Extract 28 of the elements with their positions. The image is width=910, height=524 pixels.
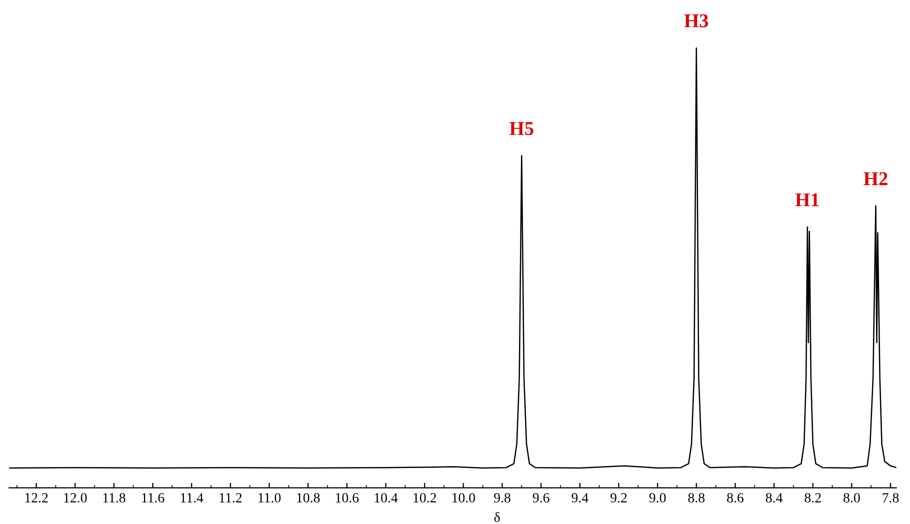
x-tick-label: 9.6 [532, 493, 550, 503]
x-tick-label: 8.2 [804, 493, 821, 503]
x-tick-label: 11.4 [180, 493, 204, 503]
annotation: H2 [864, 172, 888, 186]
x-tick-label: 10.0 [452, 493, 476, 503]
x-tick-label: 11.8 [103, 493, 126, 503]
x-tick-label: 8.6 [727, 493, 744, 503]
x-tick-label: 9.2 [610, 493, 627, 503]
x-tick-label: 12.2 [25, 493, 48, 503]
x-tick-label: 11.2 [220, 493, 242, 503]
x-tick-label: 9.4 [572, 493, 588, 503]
annotation: H1 [795, 193, 819, 206]
x-tick-label: 11.0 [258, 493, 281, 503]
x-tick-label: 9.0 [649, 493, 666, 503]
x-tick-label: 7.8 [882, 493, 899, 503]
x-tick-label: 9.8 [494, 493, 510, 503]
x-axis-title: δ [494, 512, 500, 522]
x-tick-label: 12.0 [64, 493, 87, 503]
x-tick-label: 8.4 [766, 493, 782, 503]
x-tick-label: 10.6 [336, 493, 359, 503]
x-tick-label: 8.8 [688, 493, 705, 503]
annotation: H5 [510, 122, 534, 136]
x-tick-label: 10.4 [374, 493, 398, 503]
x-tick-label: 11.6 [142, 493, 164, 503]
x-tick-label: 8.0 [844, 493, 860, 503]
x-tick-label: 10.8 [297, 493, 320, 503]
annotation: H3 [684, 14, 708, 28]
x-tick-label: 10.2 [414, 493, 436, 503]
